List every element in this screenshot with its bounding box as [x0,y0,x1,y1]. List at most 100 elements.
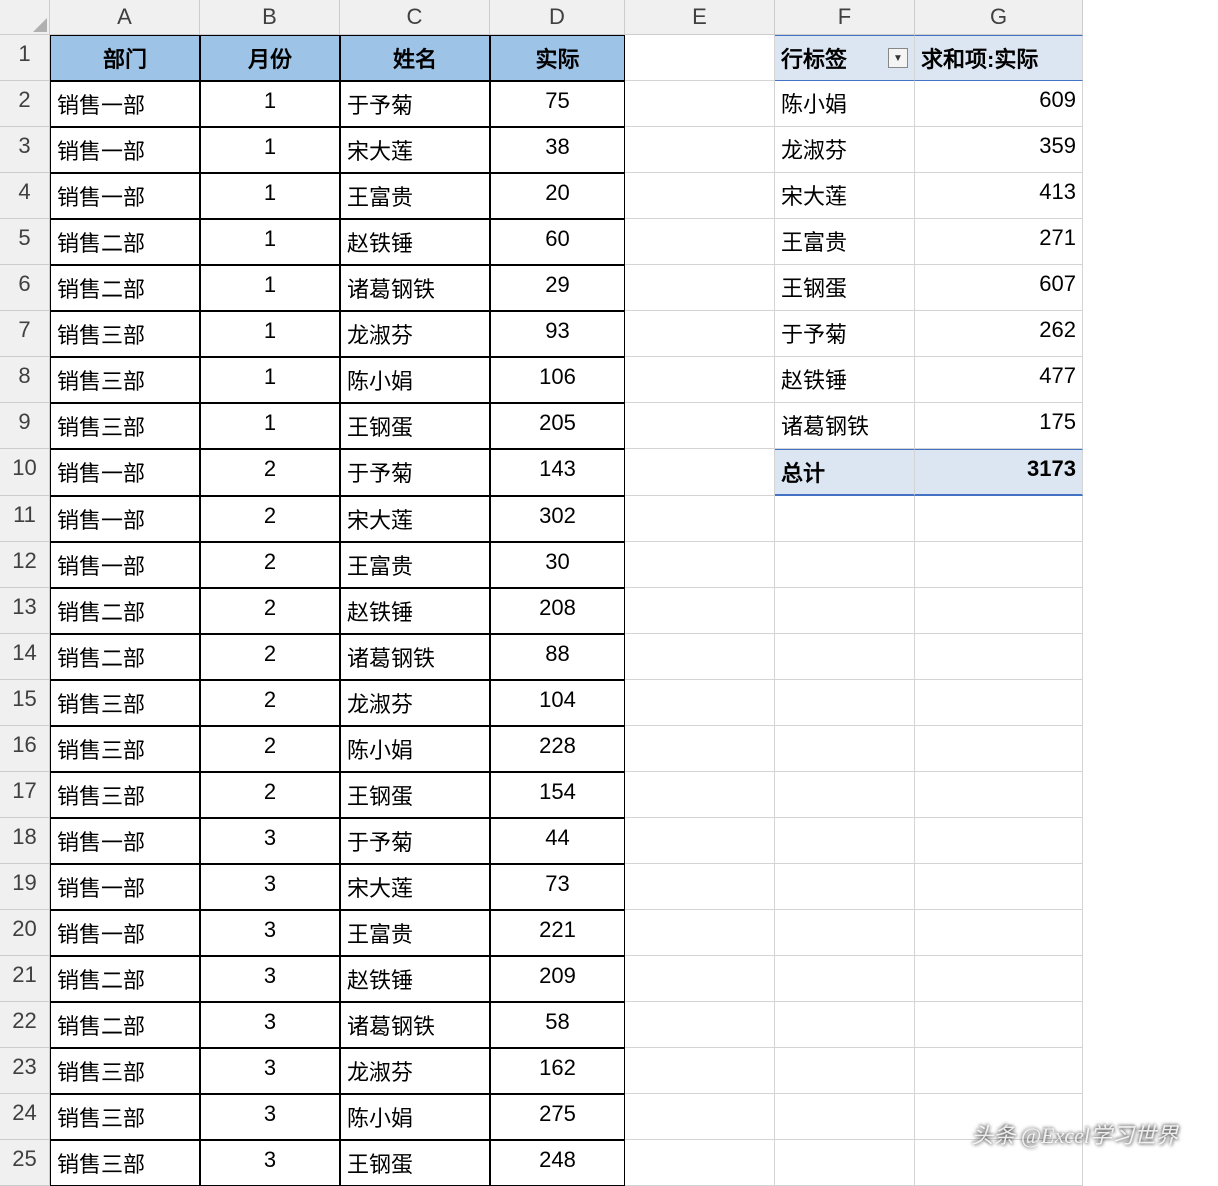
cell-C17[interactable]: 王钢蛋 [340,772,490,818]
cell-D9[interactable]: 205 [490,403,625,449]
column-header-D[interactable]: D [490,0,625,35]
cell-F21[interactable] [775,956,915,1002]
cell-C18[interactable]: 于予菊 [340,818,490,864]
pivot-total-label[interactable]: 总计 [775,449,915,496]
pivot-row-label[interactable]: 龙淑芬 [775,127,915,173]
cell-E25[interactable] [625,1140,775,1186]
cell-B19[interactable]: 3 [200,864,340,910]
cell-D8[interactable]: 106 [490,357,625,403]
cell-A8[interactable]: 销售三部 [50,357,200,403]
cell-A25[interactable]: 销售三部 [50,1140,200,1186]
cell-A14[interactable]: 销售二部 [50,634,200,680]
pivot-row-value[interactable]: 477 [915,357,1083,403]
cell-B12[interactable]: 2 [200,542,340,588]
pivot-row-value[interactable]: 413 [915,173,1083,219]
cell-E4[interactable] [625,173,775,219]
cell-C23[interactable]: 龙淑芬 [340,1048,490,1094]
cell-F18[interactable] [775,818,915,864]
data-header-month[interactable]: 月份 [200,35,340,81]
cell-A7[interactable]: 销售三部 [50,311,200,357]
cell-E12[interactable] [625,542,775,588]
cell-C25[interactable]: 王钢蛋 [340,1140,490,1186]
column-header-C[interactable]: C [340,0,490,35]
cell-D20[interactable]: 221 [490,910,625,956]
row-header-1[interactable]: 1 [0,35,50,81]
cell-A13[interactable]: 销售二部 [50,588,200,634]
cell-D17[interactable]: 154 [490,772,625,818]
cell-G16[interactable] [915,726,1083,772]
row-header-3[interactable]: 3 [0,127,50,173]
cell-E22[interactable] [625,1002,775,1048]
row-header-15[interactable]: 15 [0,680,50,726]
cell-C19[interactable]: 宋大莲 [340,864,490,910]
row-header-22[interactable]: 22 [0,1002,50,1048]
cell-A24[interactable]: 销售三部 [50,1094,200,1140]
cell-E8[interactable] [625,357,775,403]
cell-F17[interactable] [775,772,915,818]
row-header-16[interactable]: 16 [0,726,50,772]
cell-E17[interactable] [625,772,775,818]
row-header-14[interactable]: 14 [0,634,50,680]
cell-C6[interactable]: 诸葛钢铁 [340,265,490,311]
cell-C22[interactable]: 诸葛钢铁 [340,1002,490,1048]
pivot-row-label[interactable]: 宋大莲 [775,173,915,219]
cell-E9[interactable] [625,403,775,449]
cell-A4[interactable]: 销售一部 [50,173,200,219]
cell-F24[interactable] [775,1094,915,1140]
cell-D7[interactable]: 93 [490,311,625,357]
cell-G11[interactable] [915,496,1083,542]
cell-C12[interactable]: 王富贵 [340,542,490,588]
cell-F23[interactable] [775,1048,915,1094]
row-header-25[interactable]: 25 [0,1140,50,1186]
cell-C8[interactable]: 陈小娟 [340,357,490,403]
pivot-row-label[interactable]: 诸葛钢铁 [775,403,915,449]
pivot-row-value[interactable]: 609 [915,81,1083,127]
row-header-8[interactable]: 8 [0,357,50,403]
cell-G15[interactable] [915,680,1083,726]
cell-A10[interactable]: 销售一部 [50,449,200,496]
cell-A3[interactable]: 销售一部 [50,127,200,173]
cell-G20[interactable] [915,910,1083,956]
column-header-A[interactable]: A [50,0,200,35]
cell-B3[interactable]: 1 [200,127,340,173]
cell-D16[interactable]: 228 [490,726,625,772]
cell-E14[interactable] [625,634,775,680]
cell-C24[interactable]: 陈小娟 [340,1094,490,1140]
cell-G22[interactable] [915,1002,1083,1048]
cell-D6[interactable]: 29 [490,265,625,311]
cell-D21[interactable]: 209 [490,956,625,1002]
cell-A23[interactable]: 销售三部 [50,1048,200,1094]
cell-B25[interactable]: 3 [200,1140,340,1186]
cell-A18[interactable]: 销售一部 [50,818,200,864]
cell-G12[interactable] [915,542,1083,588]
cell-C9[interactable]: 王钢蛋 [340,403,490,449]
cell-B7[interactable]: 1 [200,311,340,357]
cell-F20[interactable] [775,910,915,956]
cell-E1[interactable] [625,35,775,81]
cell-A19[interactable]: 销售一部 [50,864,200,910]
row-header-20[interactable]: 20 [0,910,50,956]
cell-F14[interactable] [775,634,915,680]
cell-B17[interactable]: 2 [200,772,340,818]
data-header-name[interactable]: 姓名 [340,35,490,81]
pivot-row-value[interactable]: 607 [915,265,1083,311]
cell-B23[interactable]: 3 [200,1048,340,1094]
cell-D19[interactable]: 73 [490,864,625,910]
pivot-header-rowlabel[interactable]: 行标签▼ [775,35,915,81]
row-header-13[interactable]: 13 [0,588,50,634]
cell-G18[interactable] [915,818,1083,864]
cell-A21[interactable]: 销售二部 [50,956,200,1002]
row-header-12[interactable]: 12 [0,542,50,588]
pivot-row-label[interactable]: 王钢蛋 [775,265,915,311]
cell-C4[interactable]: 王富贵 [340,173,490,219]
cell-F16[interactable] [775,726,915,772]
row-header-18[interactable]: 18 [0,818,50,864]
cell-G21[interactable] [915,956,1083,1002]
select-all-corner[interactable] [0,0,50,35]
cell-E5[interactable] [625,219,775,265]
cell-D10[interactable]: 143 [490,449,625,496]
cell-G23[interactable] [915,1048,1083,1094]
row-header-2[interactable]: 2 [0,81,50,127]
cell-E10[interactable] [625,449,775,496]
cell-A22[interactable]: 销售二部 [50,1002,200,1048]
